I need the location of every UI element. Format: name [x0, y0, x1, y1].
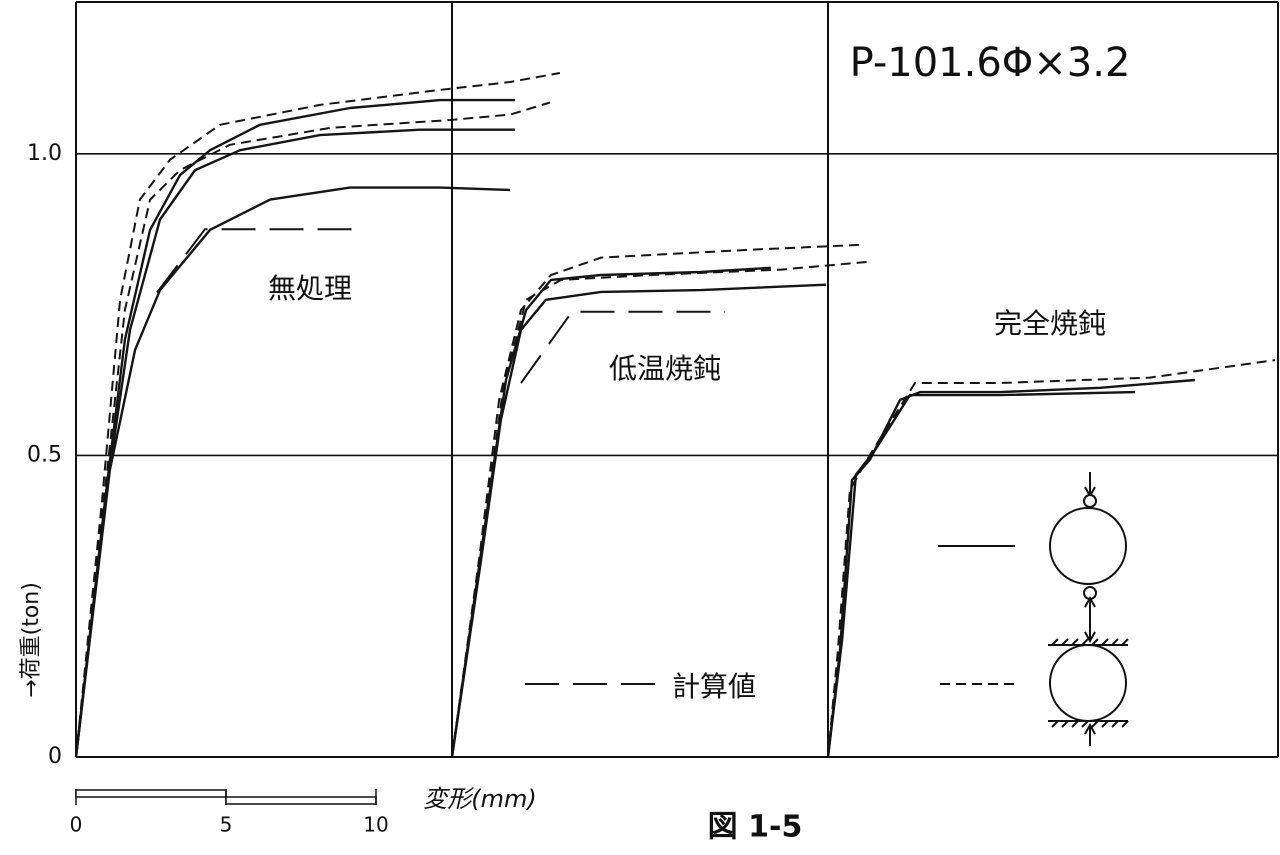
figure-caption: 図 1-5	[708, 810, 803, 845]
scale-bar-segment	[76, 790, 226, 797]
ring	[1050, 645, 1126, 721]
chart-title: P-101.6Φ×3.2	[850, 40, 1131, 86]
y-axis-label: →荷重(ton)	[19, 582, 44, 698]
y-tick-label: 0.5	[27, 442, 62, 467]
x-tick-label: 0	[70, 813, 83, 837]
panel-label: 無処理	[268, 272, 352, 305]
scale-bar-segment	[226, 797, 376, 804]
chart: P-101.6Φ×3.2 →荷重(ton) 変形(mm) 図 1-5 0 0.5 1…	[0, 0, 1280, 855]
y-tick-label: 1.0	[27, 141, 62, 166]
x-axis-label: 変形(mm)	[423, 785, 536, 813]
y-tick-label: 0	[48, 744, 62, 769]
panel-label: 低温焼鈍	[609, 352, 721, 385]
x-tick-label: 10	[363, 813, 388, 837]
x-tick-label: 5	[220, 813, 233, 837]
ring	[1050, 508, 1126, 584]
panel-label: 完全焼鈍	[994, 307, 1106, 340]
legend-label: 計算値	[672, 670, 756, 703]
pin	[1084, 495, 1096, 507]
